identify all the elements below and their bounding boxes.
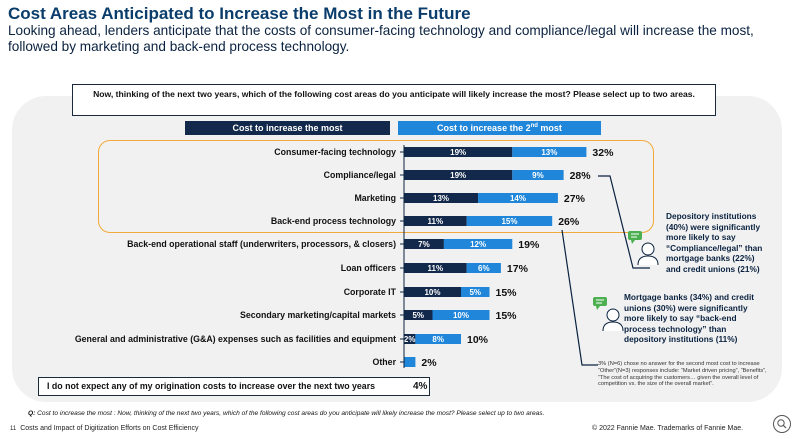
question-footnote-label: Q: [28,410,36,417]
bar-label: 13% [541,148,557,157]
category-label: Other [373,357,397,367]
footnote-line-2: “Other”(N=3) responses include: “Market … [598,367,767,388]
bar-most [404,334,416,344]
bar-most [404,287,461,297]
total-label: 17% [507,263,529,275]
bar-label: 10% [424,288,440,297]
bar-label: 7% [418,240,430,249]
bar-label: 11% [428,217,444,226]
bar-label: 11% [428,264,444,273]
bar-label: 19% [450,171,466,180]
bar-second [478,193,558,203]
highlight-box [98,140,654,233]
bar-second [512,170,564,180]
bar-second [461,287,490,297]
category-label: Corporate IT [344,287,397,297]
footnote-line-1: 3% (N=6) chose no answer for the second … [598,361,760,367]
total-label: 28% [570,170,592,182]
category-label: General and administrative (G&A) expense… [75,334,396,344]
page-number: 11 [10,426,17,432]
bar-second [512,147,587,157]
bar-second [432,310,490,320]
bar-second [443,239,513,249]
bar-most [404,170,513,180]
doc-title: Costs and Impact of Digitization Efforts… [20,425,199,432]
bar-label: 19% [450,148,466,157]
bar-label: 10% [453,311,469,320]
magnifier-icon [773,415,791,433]
footer-left: 11 Costs and Impact of Digitization Effor… [10,425,199,432]
bar-second [415,334,461,344]
page-subtitle: Looking ahead, lenders anticipate that t… [8,23,754,54]
legend-second-suffix: most [537,123,562,133]
total-label: 27% [564,193,586,205]
question-box: Now, thinking of the next two years, whi… [72,84,716,116]
bar-label: 14% [510,194,526,203]
bar-most [404,147,513,157]
total-label: 26% [558,216,580,228]
page-title: Cost Areas Anticipated to Increase the M… [8,4,471,23]
total-label: 2% [421,357,437,369]
no-increase-value: 4% [413,381,428,392]
bar-most [404,239,444,249]
no-increase-label: I do not expect any of my origination co… [47,381,376,391]
bar-label: 6% [478,264,490,273]
no-increase-box: I do not expect any of my origination co… [38,377,430,396]
footer-copyright: © 2022 Fannie Mae. Trademarks of Fannie … [592,425,744,432]
connector-line-backend-tech [561,229,598,366]
total-label: 15% [496,310,518,322]
person-avatar-icon-2 [593,297,624,332]
note-depository: Depository institutions (40%) were signi… [666,211,763,274]
bar-most [404,216,467,226]
bar-label: 2% [404,335,416,344]
question-footnote-text: Cost to increase the most : Now, thinkin… [35,410,545,417]
question-footnote: Q: Cost to increase the most : Now, thin… [28,410,544,417]
person-avatar-icon [628,231,659,266]
connector-line-compliance [598,175,650,269]
bar-most [404,193,479,203]
bar-label: 9% [532,171,544,180]
category-label: Marketing [354,193,396,203]
bar-label: 5% [412,311,424,320]
category-label: Consumer-facing technology [274,147,396,157]
bar-label: 12% [470,240,486,249]
bar-second [466,263,501,273]
legend-second-sup: nd [530,123,538,129]
bar-label: 5% [469,288,481,297]
footnote: 3% (N=6) chose no answer for the second … [598,361,768,388]
total-label: 15% [496,287,518,299]
bar-most [404,263,467,273]
bar-label: 13% [433,194,449,203]
bar-second [466,216,553,226]
bar-label: 15% [501,217,517,226]
total-label: 19% [518,239,540,251]
legend-most: Cost to increase the most [185,121,390,135]
bar-most [404,310,433,320]
category-label: Loan officers [341,263,396,273]
note-mortgage: Mortgage banks (34%) and credit unions (… [624,292,755,344]
category-label: Compliance/legal [324,170,396,180]
total-label: 10% [467,334,489,346]
total-label: 32% [592,147,614,159]
bar-second [404,357,416,367]
legend-second: Cost to increase the 2nd most [398,121,601,135]
category-label: Back-end operational staff (underwriters… [127,239,396,249]
category-label: Back-end process technology [271,216,396,226]
legend-second-prefix: Cost to increase the 2 [437,123,531,133]
category-label: Secondary marketing/capital markets [240,310,396,320]
bar-label: 8% [432,335,444,344]
